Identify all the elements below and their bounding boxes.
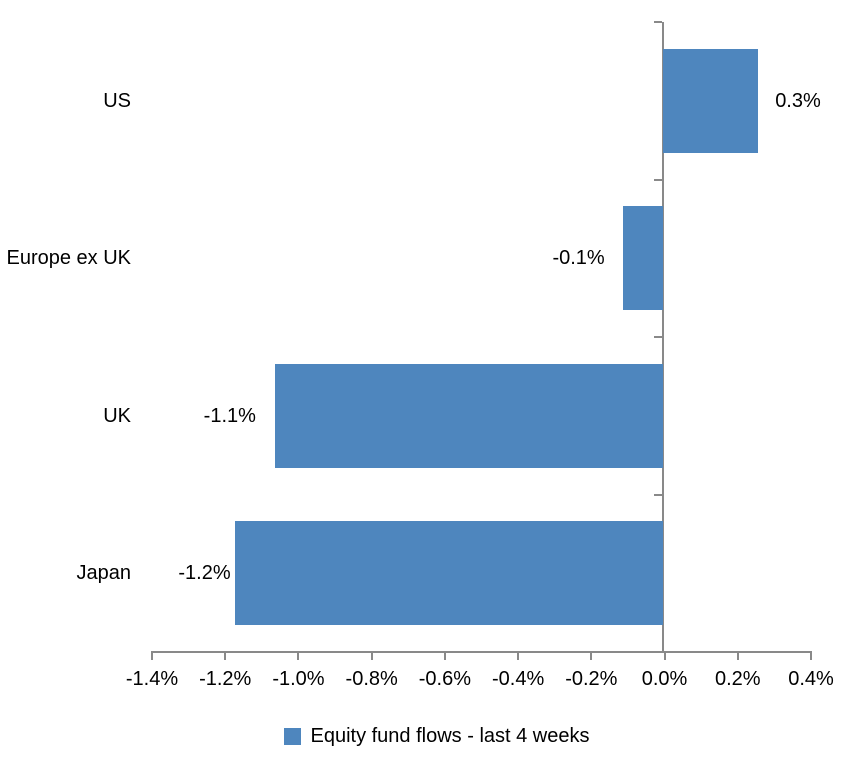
value-axis-tick <box>590 653 593 660</box>
x-tick-label-0-0: 0.0% <box>641 668 688 690</box>
value-axis-tick <box>663 653 666 660</box>
value-label-us: 0.3% <box>775 89 821 112</box>
bar-japan <box>234 521 663 626</box>
bar-europe-ex-uk <box>622 206 663 311</box>
value-axis-tick <box>224 653 227 660</box>
x-tick-label-0-4: 0.4% <box>788 668 834 690</box>
value-axis-tick <box>297 653 300 660</box>
value-axis-line <box>151 651 812 653</box>
value-axis-tick <box>151 653 153 660</box>
value-label-uk: -1.1% <box>203 404 256 427</box>
x-tick-label-1-4: -1.4% <box>125 668 179 690</box>
legend-label: Equity fund flows - last 4 weeks <box>310 724 590 747</box>
x-tick-label-1-2: -1.2% <box>199 668 252 690</box>
bar-us <box>663 48 759 153</box>
value-axis-zero-line <box>662 22 664 652</box>
bar-uk <box>274 363 663 468</box>
x-tick-label-0-2: 0.2% <box>714 668 761 690</box>
legend: Equity fund flows - last 4 weeks <box>11 721 852 751</box>
x-tick-label-0-4: -0.4% <box>491 668 545 690</box>
category-label-japan: Japan <box>76 562 132 585</box>
x-tick-label-1-0: -1.0% <box>272 668 325 690</box>
category-label-europe-ex-uk: Europe ex UK <box>6 247 131 270</box>
category-axis-tick <box>654 336 662 338</box>
value-label-japan: -1.2% <box>178 562 231 585</box>
value-axis-tick <box>517 653 520 660</box>
x-tick-label-0-8: -0.8% <box>345 668 398 690</box>
category-axis-tick <box>654 21 662 23</box>
category-label-us: US <box>103 89 131 112</box>
category-axis-tick <box>654 493 662 496</box>
x-tick-label-0-6: -0.6% <box>418 668 471 690</box>
value-axis-tick <box>736 653 739 660</box>
category-axis-tick <box>654 178 662 181</box>
value-axis-tick <box>443 653 446 660</box>
legend-swatch-icon <box>284 727 302 745</box>
x-tick-label-0-2: -0.2% <box>565 668 618 690</box>
value-label-europe-ex-uk: -0.1% <box>552 247 605 270</box>
value-axis-tick <box>810 653 812 660</box>
category-label-uk: UK <box>103 404 131 427</box>
value-axis-tick <box>370 653 373 660</box>
